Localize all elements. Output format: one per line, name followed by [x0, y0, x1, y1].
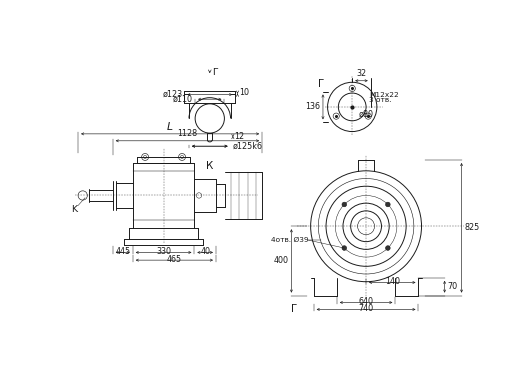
- Text: 4отв. Ø39: 4отв. Ø39: [271, 237, 308, 243]
- Text: 70: 70: [447, 282, 457, 291]
- Text: 32: 32: [356, 69, 366, 78]
- Text: 465: 465: [167, 255, 182, 264]
- Text: 3 отв.: 3 отв.: [369, 97, 392, 103]
- Circle shape: [342, 246, 346, 250]
- Circle shape: [385, 246, 390, 250]
- Text: K: K: [71, 205, 77, 214]
- Text: M12x22: M12x22: [369, 92, 399, 98]
- Text: Г: Г: [212, 68, 218, 77]
- Text: L: L: [167, 122, 173, 132]
- Text: Г: Г: [318, 79, 325, 89]
- Text: 136: 136: [306, 103, 320, 111]
- Text: К: К: [206, 161, 213, 171]
- Circle shape: [385, 202, 390, 207]
- Text: 825: 825: [465, 223, 480, 232]
- Text: 640: 640: [359, 297, 374, 306]
- Text: ø123: ø123: [163, 90, 183, 99]
- Text: ø110: ø110: [173, 95, 193, 104]
- Text: Г: Г: [290, 305, 297, 314]
- Text: 140: 140: [385, 277, 400, 286]
- Text: 400: 400: [274, 257, 288, 265]
- Text: ø80: ø80: [359, 110, 373, 119]
- Text: 445: 445: [115, 247, 130, 256]
- Text: 740: 740: [359, 304, 374, 313]
- Text: 1128: 1128: [177, 129, 197, 139]
- Text: 12: 12: [234, 132, 244, 141]
- Text: 330: 330: [156, 247, 171, 256]
- Text: 10: 10: [239, 88, 249, 97]
- Text: ø125k6: ø125k6: [233, 142, 263, 151]
- Circle shape: [342, 202, 346, 207]
- Text: 40: 40: [200, 247, 210, 256]
